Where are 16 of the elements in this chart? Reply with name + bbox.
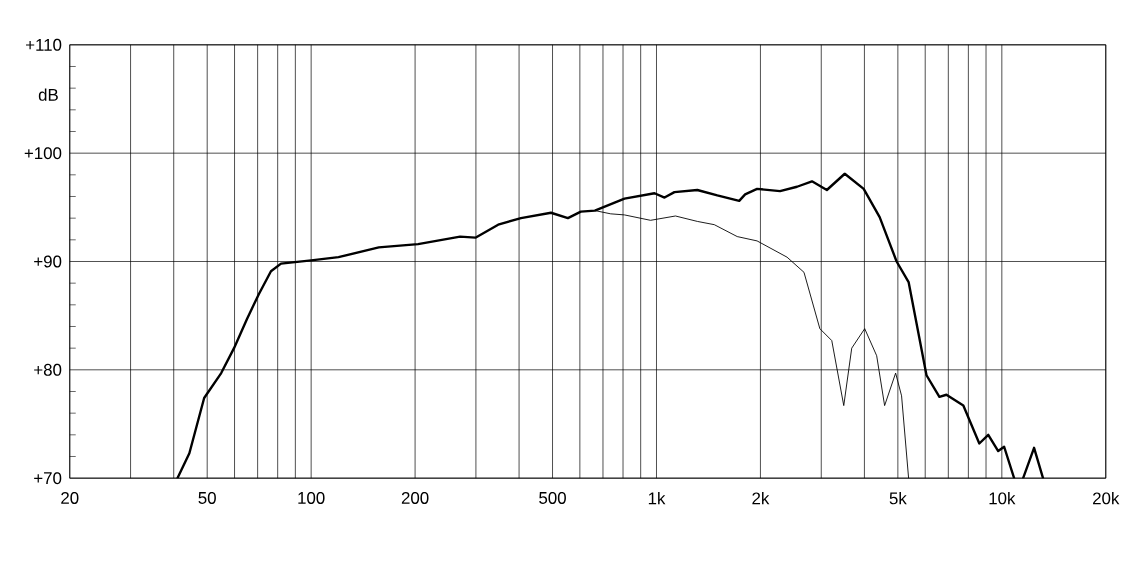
x-tick-label: 2k [752, 492, 770, 505]
x-tick-label: 5k [889, 492, 907, 505]
x-tick-label: 10k [989, 492, 1016, 505]
x-tick-label: 20k [1093, 492, 1120, 505]
x-tick-label: 50 [198, 492, 216, 505]
x-tick-label: 500 [539, 492, 566, 505]
y-axis-title: dB [38, 88, 58, 101]
x-tick-label: 1k [648, 492, 666, 505]
y-tick-label: +90 [34, 255, 62, 268]
x-tick-label: 200 [401, 492, 429, 505]
y-tick-label: +70 [34, 472, 62, 485]
y-tick-label: +110 [26, 38, 62, 51]
x-tick-label: 100 [298, 492, 325, 505]
y-tick-label: +100 [24, 147, 62, 160]
x-tick-label: 20 [61, 492, 79, 505]
y-tick-label: +80 [34, 363, 62, 376]
